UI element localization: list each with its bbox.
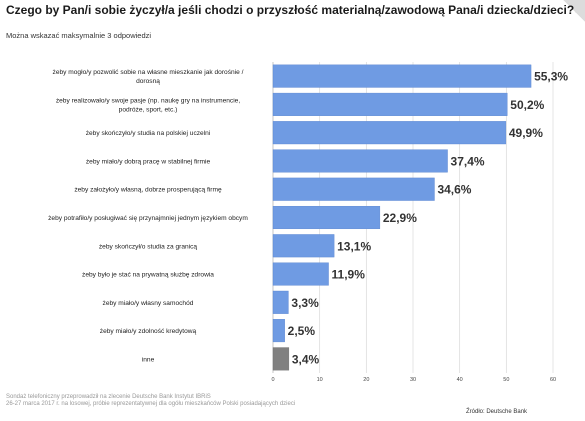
category-label: żeby było je stać na prywatną służbę zdr… — [82, 272, 214, 279]
bar — [272, 234, 335, 258]
data-label: 2,5% — [288, 324, 316, 338]
chart-title: Czego by Pan/i sobie życzył/a jeśli chod… — [6, 3, 575, 17]
data-label: 55,3% — [534, 70, 568, 84]
page-corner-fold — [563, 0, 585, 22]
category-label: żeby potrafiło/y posługiwać się przynajm… — [48, 215, 248, 222]
data-label: 22,9% — [383, 211, 417, 225]
data-label: 37,4% — [451, 154, 485, 168]
category-label: żeby mogło/y pozwolić sobie na własne mi… — [53, 69, 244, 85]
data-label: 49,9% — [509, 126, 543, 140]
category-label: żeby założyło/y własną, dobrze prosperuj… — [74, 187, 222, 194]
bar — [272, 347, 290, 371]
bar — [272, 64, 532, 88]
x-tick-label: 30 — [410, 377, 416, 383]
data-label: 50,2% — [510, 98, 544, 112]
data-label: 3,3% — [291, 296, 319, 310]
x-tick-label: 40 — [457, 377, 463, 383]
bar — [272, 262, 329, 286]
bar — [272, 205, 381, 230]
category-label: żeby miało/y dobrą pracę w stabilnej fir… — [86, 158, 211, 165]
x-tick-label: 60 — [550, 377, 556, 383]
bar — [272, 319, 285, 343]
data-label: 11,9% — [332, 268, 366, 282]
chart-subtitle: Można wskazać maksymalnie 3 odpowiedzi — [6, 31, 152, 40]
x-tick-label: 10 — [317, 377, 323, 383]
x-tick-label: 20 — [363, 377, 369, 383]
bar — [272, 149, 448, 173]
category-label: żeby miało/y własny samochód — [103, 300, 194, 307]
source-note: Źródło: Deutsche Bank — [466, 409, 528, 415]
x-tick-label: 0 — [271, 377, 274, 383]
data-label: 34,6% — [437, 183, 471, 197]
bar — [272, 92, 508, 116]
category-label: żeby skończyło/y studia na polskiej ucze… — [86, 130, 211, 137]
survey-note-line2: 26-27 marca 2017 r. na losowej, próbie r… — [6, 401, 296, 407]
bar — [272, 121, 507, 145]
category-label: żeby miało/y zdolność kredytową — [100, 328, 197, 335]
category-label: żeby skończył/o studia za granicą — [99, 243, 198, 250]
bar — [272, 290, 289, 314]
category-label: żeby realizowało/y swoje pasje (np. nauk… — [56, 97, 241, 113]
data-label: 3,4% — [292, 352, 320, 366]
x-tick-label: 50 — [503, 377, 509, 383]
bar — [272, 177, 435, 201]
survey-note-line1: Sondaż telefoniczny przeprowadził na zle… — [6, 394, 211, 400]
data-label: 13,1% — [337, 239, 371, 253]
category-label: inne — [142, 356, 155, 363]
